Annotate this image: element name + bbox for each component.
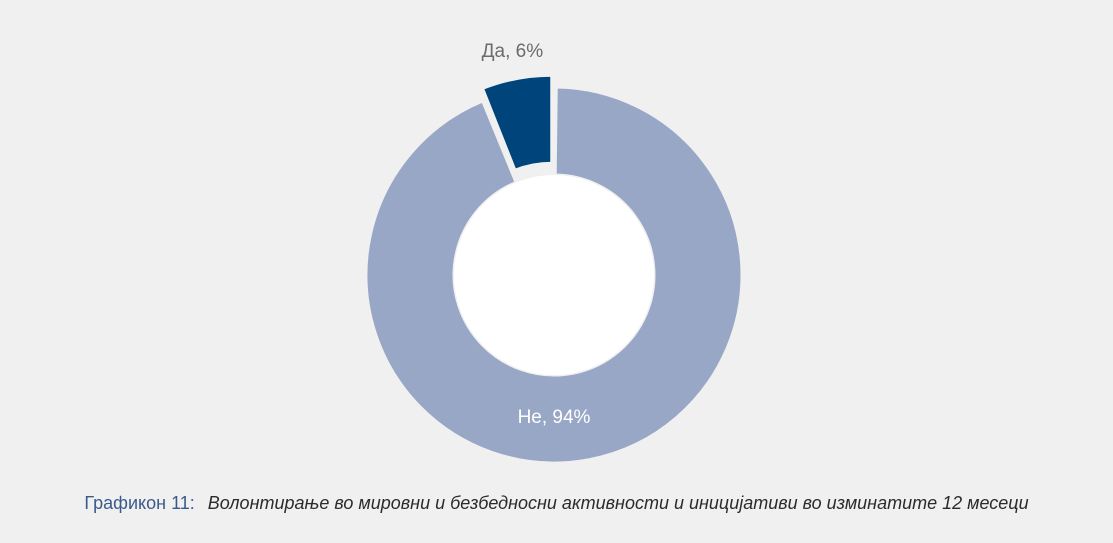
caption-prefix: Графикон 11: (84, 493, 195, 513)
pie-slice-1 (364, 85, 744, 465)
pie-slice-label-1: Не, 94% (518, 407, 591, 428)
caption-text: Волонтирање во мировни и безбедносни акт… (207, 493, 1029, 513)
chart-caption: Графикон 11: Волонтирање во мировни и бе… (0, 493, 1113, 514)
donut-chart: Да, 6% Не, 94% (364, 41, 744, 465)
pie-slice-0 (480, 73, 554, 173)
donut-chart-svg: Да, 6% Не, 94% (364, 41, 744, 465)
donut-hole (454, 175, 654, 375)
pie-slice-label-0: Да, 6% (482, 41, 544, 62)
